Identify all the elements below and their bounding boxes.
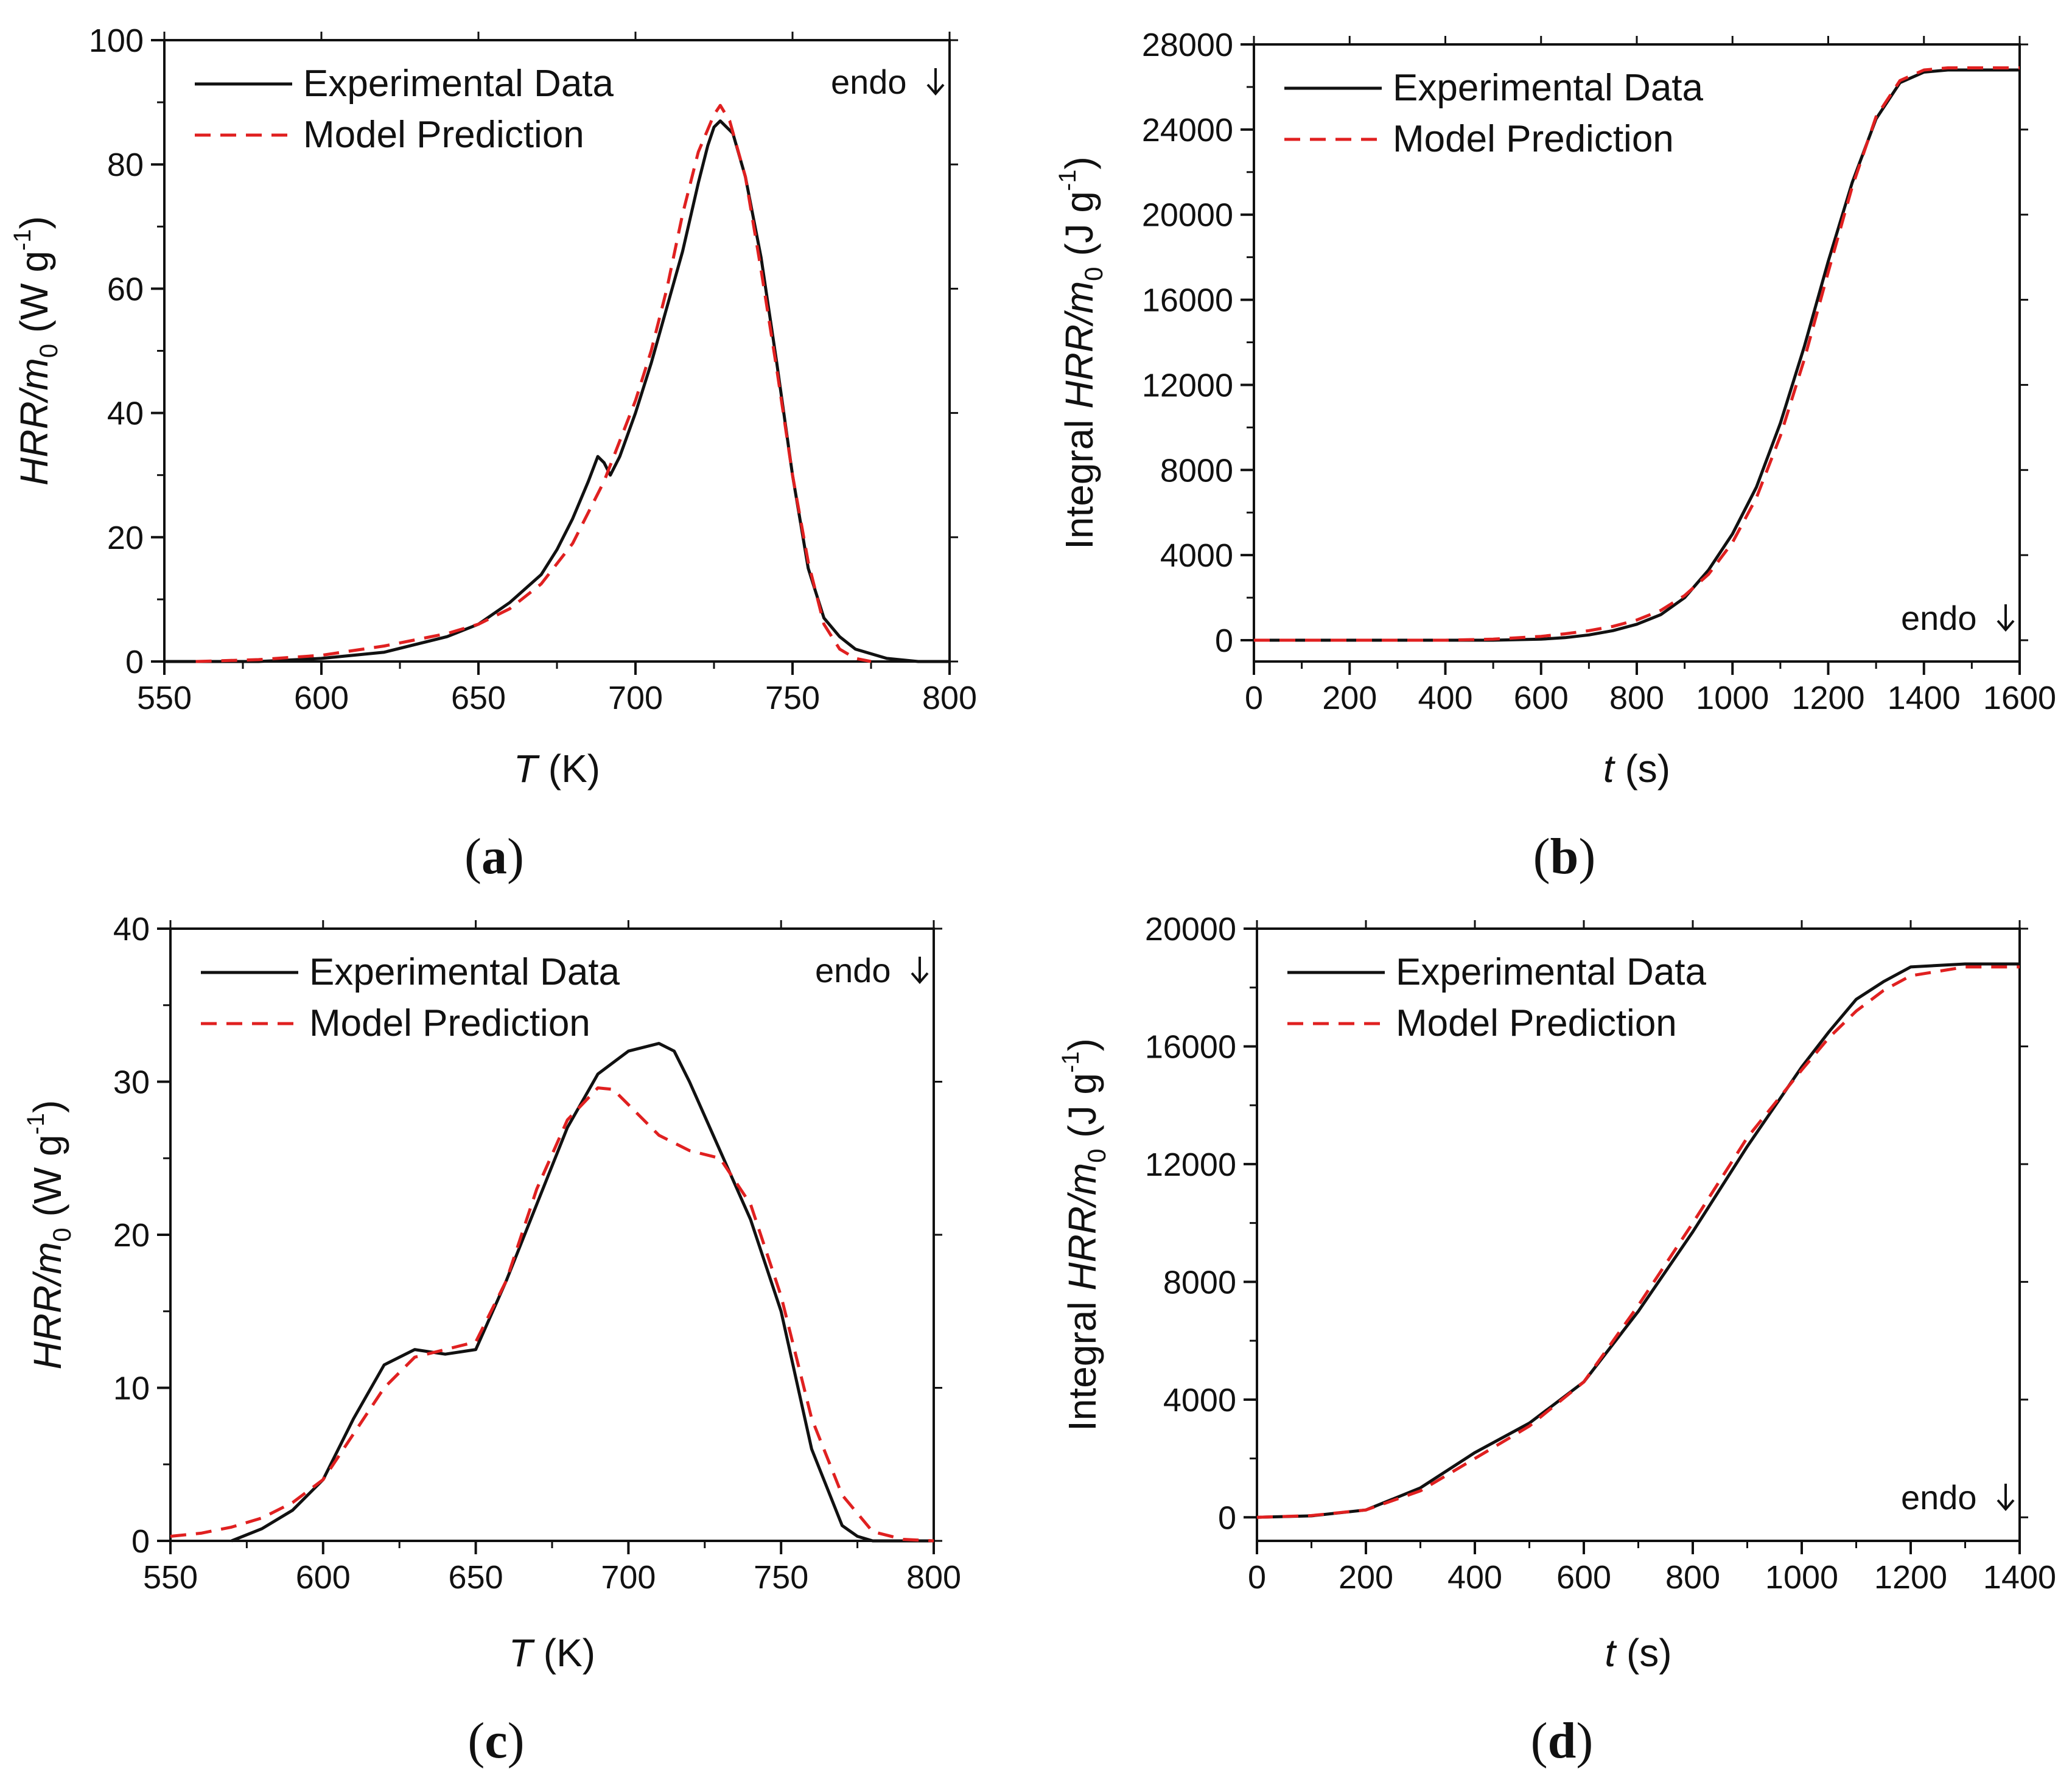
y-tick-label: 100: [89, 23, 144, 59]
panel-label: (d): [1531, 1712, 1594, 1769]
x-tick-label: 200: [1322, 680, 1377, 716]
x-tick-label: 1200: [1874, 1559, 1947, 1596]
legend-label: Model Prediction: [1396, 1002, 1677, 1044]
series-line-model-prediction: [1256, 965, 2020, 1519]
endo-arrow-icon: [1997, 1484, 2015, 1512]
x-tick-label: 200: [1339, 1559, 1393, 1596]
x-tick-label: 700: [608, 680, 663, 716]
series-line-experimental-data: [1254, 68, 2020, 642]
y-tick-label: 0: [1218, 1499, 1236, 1536]
x-tick-label: 800: [922, 680, 977, 716]
y-tick-label: 60: [107, 271, 144, 307]
legend-label: Model Prediction: [1393, 118, 1674, 160]
x-tick-label: 750: [765, 680, 820, 716]
panel-label: (a): [464, 828, 524, 885]
endo-annotation: endo: [815, 951, 891, 990]
y-tick-label: 4000: [1160, 537, 1233, 574]
y-tick-label: 0: [131, 1523, 150, 1560]
legend-label: Experimental Data: [309, 951, 620, 993]
y-tick-label: 30: [113, 1064, 150, 1101]
x-tick-label: 800: [906, 1559, 961, 1596]
x-axis-label: t (s): [1605, 1631, 1671, 1675]
x-tick-label: 1600: [1983, 680, 2056, 716]
x-tick-label: 800: [1665, 1559, 1720, 1596]
y-tick-label: 20: [113, 1217, 150, 1254]
x-tick-label: 400: [1418, 680, 1472, 716]
panel-label: (b): [1533, 828, 1596, 885]
series-line-model-prediction: [1254, 66, 2020, 642]
chart-panel-a: 550 600 650 700 750 800 0 20 40 60 80 100 Experiment…: [9, 23, 977, 885]
x-tick-label: 1200: [1791, 680, 1864, 716]
series-line-experimental-data: [231, 1042, 934, 1543]
y-tick-label: 0: [125, 644, 144, 680]
series-line-experimental-data: [1256, 962, 2020, 1519]
y-tick-label: 28000: [1142, 27, 1233, 63]
x-tick-label: 1400: [1888, 680, 1961, 716]
y-tick-label: 40: [113, 911, 150, 948]
x-tick-label: 1000: [1765, 1559, 1838, 1596]
y-tick-label: 8000: [1163, 1264, 1236, 1300]
y-tick-label: 4000: [1163, 1382, 1236, 1419]
endo-annotation: endo: [831, 63, 907, 101]
y-tick-label: 20000: [1145, 911, 1236, 948]
chart-panel-d: 0 200 400 600 800 1000 1200 1400 0 4000 8000 12000 1…: [1057, 911, 2056, 1769]
x-tick-label: 600: [296, 1559, 351, 1596]
x-tick-label: 1000: [1696, 680, 1769, 716]
series-line-model-prediction: [195, 103, 872, 663]
chart-panel-c: 550 600 650 700 750 800 0 10 20 30 40 Experimental …: [23, 911, 961, 1769]
x-axis-label: T (K): [514, 747, 600, 791]
x-tick-label: 0: [1248, 1559, 1266, 1596]
legend-label: Model Prediction: [303, 114, 584, 156]
endo-annotation: endo: [1901, 599, 1977, 637]
y-tick-label: 20: [107, 520, 144, 556]
x-tick-label: 600: [1556, 1559, 1611, 1596]
x-tick-label: 550: [137, 680, 192, 716]
x-axis-label: T (K): [509, 1631, 595, 1675]
endo-annotation: endo: [1901, 1478, 1977, 1517]
x-tick-label: 400: [1447, 1559, 1502, 1596]
y-tick-label: 16000: [1145, 1028, 1236, 1065]
y-tick-label: 0: [1215, 623, 1233, 659]
x-tick-label: 600: [1514, 680, 1569, 716]
x-tick-label: 550: [143, 1559, 198, 1596]
y-tick-label: 24000: [1142, 112, 1233, 148]
y-tick-label: 8000: [1160, 452, 1233, 489]
x-tick-label: 1400: [1983, 1559, 2056, 1596]
series-line-experimental-data: [164, 119, 950, 663]
x-tick-label: 700: [601, 1559, 656, 1596]
endo-arrow-icon: [911, 957, 929, 985]
legend-label: Experimental Data: [1396, 951, 1707, 993]
series-line-model-prediction: [170, 1086, 934, 1543]
x-tick-label: 650: [451, 680, 506, 716]
x-tick-label: 800: [1609, 680, 1664, 716]
x-axis-label: t (s): [1603, 747, 1670, 791]
y-tick-label: 20000: [1142, 197, 1233, 234]
y-tick-label: 80: [107, 147, 144, 183]
legend-label: Experimental Data: [303, 63, 614, 105]
y-axis-label: Integral HRR/m0 (J g-1): [1054, 156, 1108, 550]
y-tick-label: 10: [113, 1370, 150, 1407]
x-tick-label: 600: [294, 680, 349, 716]
y-axis-label: HRR/m0 (W g-1): [9, 216, 63, 486]
legend-label: Experimental Data: [1393, 67, 1704, 109]
y-tick-label: 16000: [1142, 282, 1233, 319]
endo-arrow-icon: [1997, 604, 2015, 632]
x-tick-label: 0: [1245, 680, 1263, 716]
y-tick-label: 40: [107, 396, 144, 432]
panel-label: (c): [467, 1712, 524, 1769]
y-axis-label: HRR/m0 (W g-1): [23, 1100, 76, 1370]
x-tick-label: 650: [449, 1559, 503, 1596]
chart-panel-b: 0 200 400 600 800 1000 1200 1400 160004000800012…: [1054, 27, 2056, 885]
y-tick-label: 12000: [1145, 1147, 1236, 1183]
endo-arrow-icon: [926, 68, 945, 96]
legend-label: Model Prediction: [309, 1002, 590, 1044]
y-axis-label: Integral HRR/m0 (J g-1): [1057, 1038, 1111, 1431]
y-tick-label: 12000: [1142, 367, 1233, 403]
x-tick-label: 750: [754, 1559, 808, 1596]
